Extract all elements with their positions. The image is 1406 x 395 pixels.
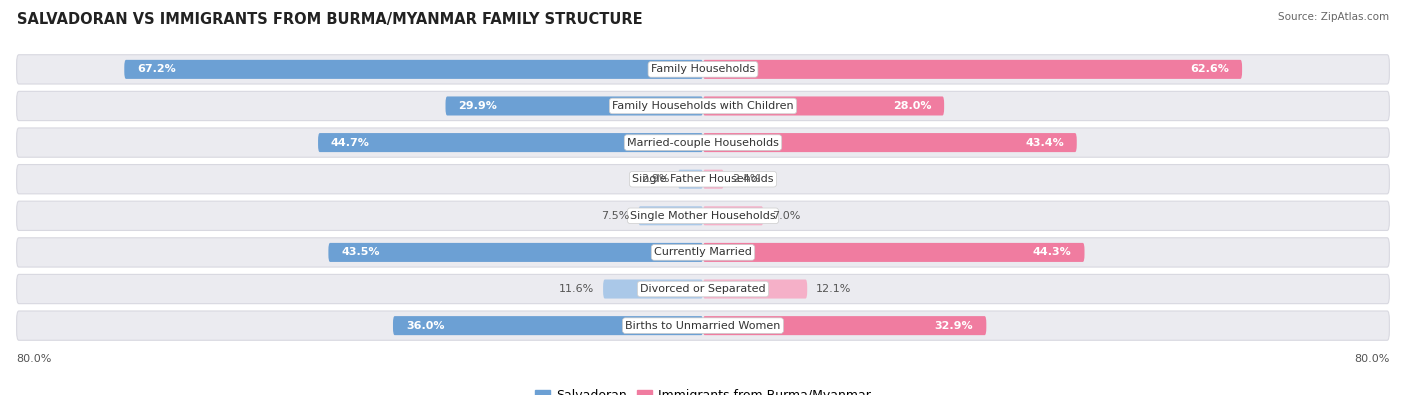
FancyBboxPatch shape bbox=[17, 55, 1389, 84]
Text: 11.6%: 11.6% bbox=[560, 284, 595, 294]
Text: 2.4%: 2.4% bbox=[733, 174, 761, 184]
FancyBboxPatch shape bbox=[703, 96, 945, 115]
Text: 7.0%: 7.0% bbox=[772, 211, 800, 221]
Text: Single Mother Households: Single Mother Households bbox=[630, 211, 776, 221]
Text: 44.7%: 44.7% bbox=[330, 137, 370, 148]
Text: Married-couple Households: Married-couple Households bbox=[627, 137, 779, 148]
Text: 32.9%: 32.9% bbox=[935, 321, 973, 331]
Text: 67.2%: 67.2% bbox=[138, 64, 176, 74]
FancyBboxPatch shape bbox=[17, 201, 1389, 230]
Text: 36.0%: 36.0% bbox=[406, 321, 444, 331]
FancyBboxPatch shape bbox=[17, 238, 1389, 267]
Text: Family Households with Children: Family Households with Children bbox=[612, 101, 794, 111]
Text: 2.9%: 2.9% bbox=[641, 174, 669, 184]
FancyBboxPatch shape bbox=[703, 316, 987, 335]
FancyBboxPatch shape bbox=[703, 133, 1077, 152]
Text: 43.4%: 43.4% bbox=[1025, 137, 1064, 148]
FancyBboxPatch shape bbox=[678, 170, 703, 189]
FancyBboxPatch shape bbox=[17, 165, 1389, 194]
FancyBboxPatch shape bbox=[17, 311, 1389, 340]
Text: 80.0%: 80.0% bbox=[17, 354, 52, 364]
FancyBboxPatch shape bbox=[446, 96, 703, 115]
FancyBboxPatch shape bbox=[703, 206, 763, 225]
Text: Divorced or Separated: Divorced or Separated bbox=[640, 284, 766, 294]
Text: 62.6%: 62.6% bbox=[1191, 64, 1229, 74]
FancyBboxPatch shape bbox=[703, 60, 1241, 79]
Text: Family Households: Family Households bbox=[651, 64, 755, 74]
FancyBboxPatch shape bbox=[318, 133, 703, 152]
Legend: Salvadoran, Immigrants from Burma/Myanmar: Salvadoran, Immigrants from Burma/Myanma… bbox=[530, 384, 876, 395]
FancyBboxPatch shape bbox=[703, 280, 807, 299]
Text: Currently Married: Currently Married bbox=[654, 247, 752, 258]
FancyBboxPatch shape bbox=[703, 243, 1084, 262]
FancyBboxPatch shape bbox=[17, 128, 1389, 157]
Text: Single Father Households: Single Father Households bbox=[633, 174, 773, 184]
Text: 43.5%: 43.5% bbox=[342, 247, 380, 258]
FancyBboxPatch shape bbox=[603, 280, 703, 299]
FancyBboxPatch shape bbox=[394, 316, 703, 335]
FancyBboxPatch shape bbox=[17, 275, 1389, 304]
Text: 44.3%: 44.3% bbox=[1033, 247, 1071, 258]
Text: 29.9%: 29.9% bbox=[458, 101, 498, 111]
FancyBboxPatch shape bbox=[329, 243, 703, 262]
Text: Births to Unmarried Women: Births to Unmarried Women bbox=[626, 321, 780, 331]
Text: 80.0%: 80.0% bbox=[1354, 354, 1389, 364]
FancyBboxPatch shape bbox=[17, 91, 1389, 120]
Text: Source: ZipAtlas.com: Source: ZipAtlas.com bbox=[1278, 12, 1389, 22]
Text: 28.0%: 28.0% bbox=[893, 101, 931, 111]
Text: SALVADORAN VS IMMIGRANTS FROM BURMA/MYANMAR FAMILY STRUCTURE: SALVADORAN VS IMMIGRANTS FROM BURMA/MYAN… bbox=[17, 12, 643, 27]
Text: 7.5%: 7.5% bbox=[602, 211, 630, 221]
Text: 12.1%: 12.1% bbox=[815, 284, 851, 294]
FancyBboxPatch shape bbox=[703, 170, 724, 189]
FancyBboxPatch shape bbox=[638, 206, 703, 225]
FancyBboxPatch shape bbox=[124, 60, 703, 79]
